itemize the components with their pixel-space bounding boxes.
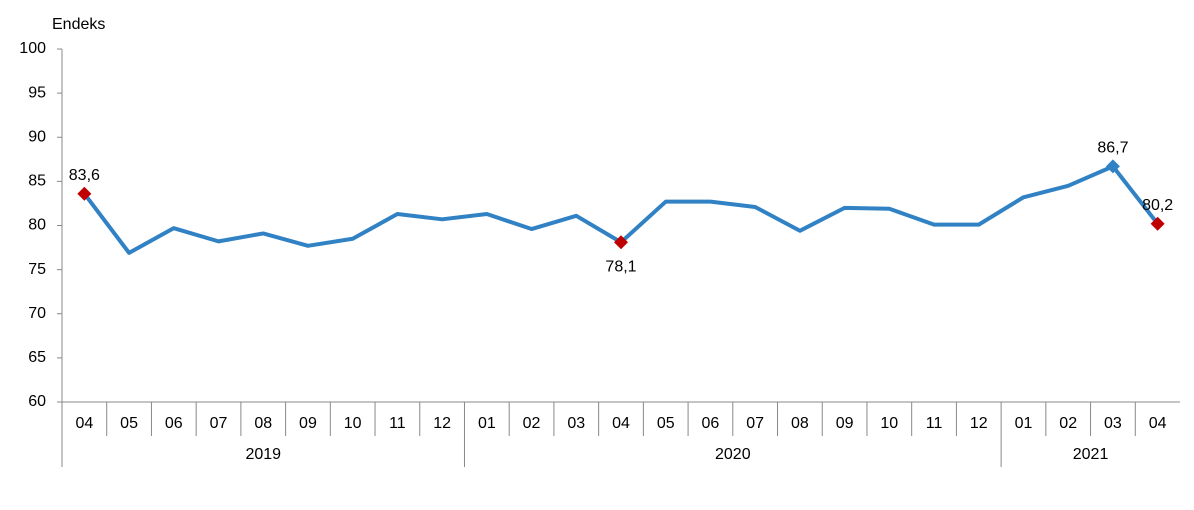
x-tick-label: 09 xyxy=(299,415,317,432)
y-tick-label: 65 xyxy=(28,349,46,366)
data-label: 80,2 xyxy=(1142,197,1173,214)
group-label: 2019 xyxy=(245,446,281,463)
x-tick-label: 12 xyxy=(433,415,451,432)
x-tick-label: 09 xyxy=(836,415,854,432)
marker xyxy=(77,186,92,201)
x-tick-label: 03 xyxy=(567,415,585,432)
x-tick-label: 01 xyxy=(1015,415,1033,432)
y-tick-label: 100 xyxy=(19,40,46,57)
x-tick-label: 07 xyxy=(210,415,228,432)
y-tick-label: 80 xyxy=(28,217,46,234)
x-tick-label: 11 xyxy=(926,415,943,432)
x-tick-label: 03 xyxy=(1104,415,1122,432)
x-tick-label: 06 xyxy=(702,415,720,432)
group-label: 2021 xyxy=(1073,446,1109,463)
y-tick-label: 75 xyxy=(28,261,46,278)
y-tick-label: 90 xyxy=(28,128,46,145)
data-label: 78,1 xyxy=(605,258,636,275)
marker xyxy=(1150,216,1165,231)
y-tick-label: 85 xyxy=(28,173,46,190)
x-tick-label: 07 xyxy=(746,415,764,432)
data-label: 86,7 xyxy=(1097,140,1128,157)
y-tick-label: 70 xyxy=(28,305,46,322)
y-axis-title: Endeks xyxy=(52,16,105,33)
x-tick-label: 11 xyxy=(389,415,406,432)
x-tick-label: 10 xyxy=(880,415,898,432)
group-label: 2020 xyxy=(715,446,751,463)
x-tick-label: 02 xyxy=(1059,415,1077,432)
x-tick-label: 10 xyxy=(344,415,362,432)
y-tick-label: 95 xyxy=(28,84,46,101)
x-tick-label: 05 xyxy=(120,415,138,432)
marker xyxy=(1105,159,1120,174)
x-tick-label: 08 xyxy=(254,415,272,432)
x-tick-label: 05 xyxy=(657,415,675,432)
data-label: 83,6 xyxy=(69,167,100,184)
x-tick-label: 06 xyxy=(165,415,183,432)
x-tick-label: 02 xyxy=(523,415,541,432)
x-tick-label: 04 xyxy=(612,415,630,432)
x-tick-label: 04 xyxy=(1149,415,1167,432)
marker xyxy=(614,235,628,250)
x-tick-label: 12 xyxy=(970,415,988,432)
x-tick-label: 04 xyxy=(75,415,93,432)
y-tick-label: 60 xyxy=(28,393,46,410)
x-tick-label: 08 xyxy=(791,415,809,432)
x-tick-label: 01 xyxy=(478,415,496,432)
